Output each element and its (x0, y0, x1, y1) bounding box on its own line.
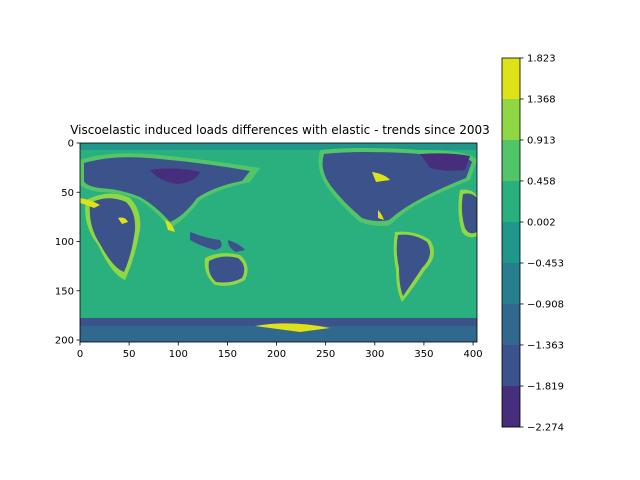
south-america-landmass (393, 231, 434, 302)
antarctic-core (80, 326, 477, 342)
colorbar-segment (502, 139, 520, 182)
x-tick-label: 300 (365, 349, 384, 360)
x-axis: 0 50 100 150 200 250 300 350 400 (77, 342, 483, 360)
colorbar-tick-label: −2.274 (527, 423, 564, 434)
colorbar-tick-label: 0.458 (527, 176, 556, 187)
heatmap-image (80, 143, 477, 342)
colorbar-segment (502, 386, 520, 428)
colorbar-tick-label: −1.363 (527, 340, 564, 351)
greenland-landmass (458, 189, 477, 238)
y-tick-label: 100 (55, 237, 74, 248)
colorbar-tick-label: −0.908 (527, 299, 564, 310)
colorbar-segment (502, 222, 520, 264)
colorbar-frame (501, 57, 521, 428)
colorbar-tick-label: 0.002 (527, 218, 556, 229)
colorbar: 1.823 1.368 0.913 0.458 0.002 −0.453 −0.908 −1.… (501, 54, 564, 434)
x-tick-label: 200 (267, 349, 286, 360)
colorbar-tick-label: 0.913 (527, 135, 556, 146)
x-tick-label: 150 (218, 349, 237, 360)
colorbar-segment (502, 303, 520, 346)
antarctic-coast-highlight (255, 323, 330, 332)
y-tick-label: 0 (68, 139, 74, 150)
colorbar-segment (502, 344, 520, 387)
colorbar-tick-label: −1.819 (527, 382, 564, 393)
plot-frame (79, 142, 478, 343)
eurasia-landmass (80, 153, 260, 232)
colorbar-tick-label: 1.368 (527, 94, 556, 105)
x-tick-label: 250 (316, 349, 335, 360)
x-tick-label: 50 (123, 349, 136, 360)
x-tick-label: 100 (169, 349, 188, 360)
y-tick-label: 50 (61, 188, 74, 199)
colorbar-tick-label: −0.453 (527, 258, 564, 269)
y-axis: 0 50 100 150 200 (55, 139, 80, 347)
y-tick-label: 150 (55, 286, 74, 297)
x-tick-label: 400 (464, 349, 483, 360)
north-america-landmass (318, 148, 477, 226)
colorbar-segment (502, 262, 520, 305)
y-tick-label: 200 (55, 336, 74, 347)
arctic-band (80, 143, 477, 150)
x-tick-label: 350 (414, 349, 433, 360)
colorbar-tick-label: 1.823 (527, 54, 556, 65)
colorbar-segment (502, 98, 520, 141)
africa-landmass (85, 193, 141, 280)
southeast-asia-landmass (190, 232, 245, 252)
colorbar-segment (502, 58, 520, 100)
colorbar-segment (502, 180, 520, 223)
australia-landmass (204, 253, 248, 286)
chart-title: Viscoelastic induced loads differences w… (70, 123, 490, 137)
x-tick-label: 0 (77, 349, 83, 360)
